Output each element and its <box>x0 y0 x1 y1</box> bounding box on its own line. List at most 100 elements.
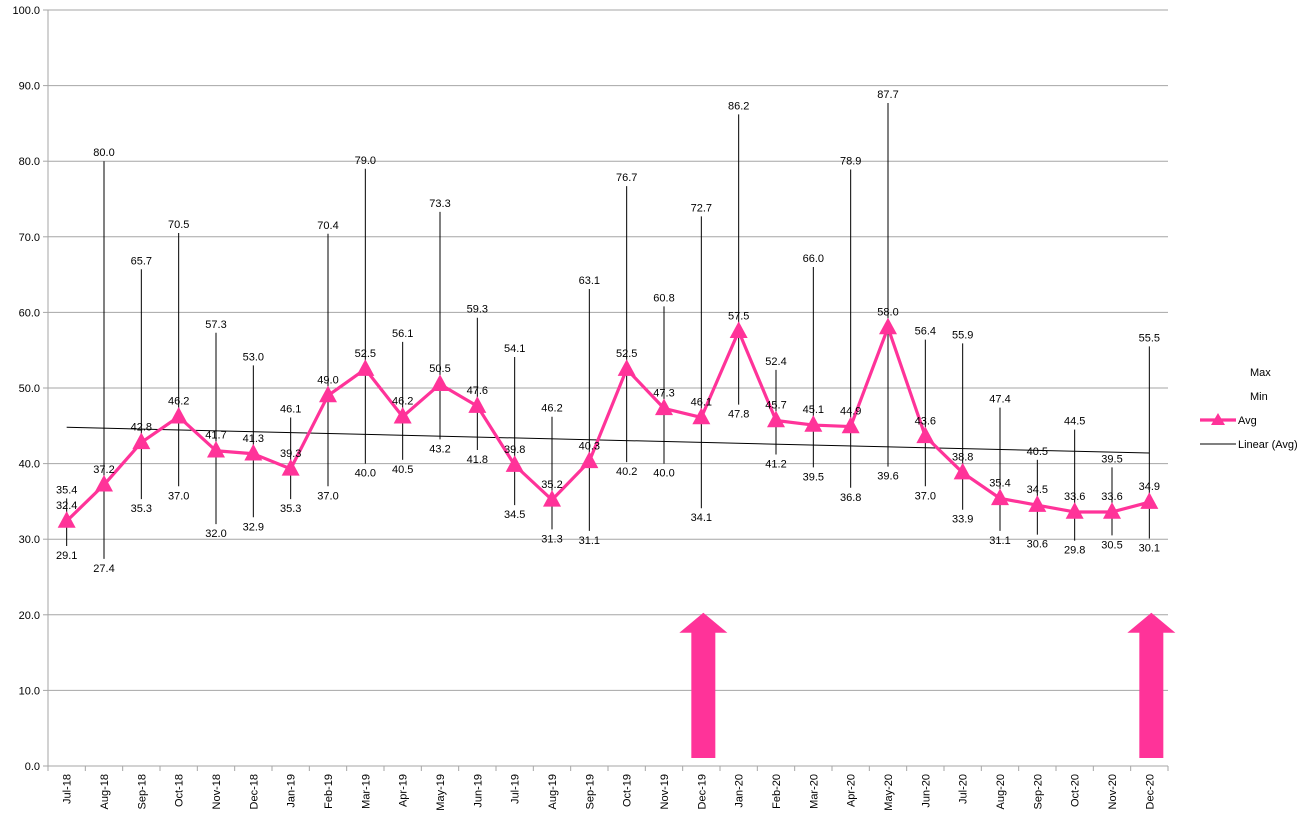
max-data-label: 87.7 <box>877 89 898 101</box>
x-tick-label: Apr-19 <box>398 774 410 807</box>
avg-point-marker <box>1140 492 1159 509</box>
x-tick-label: Mar-20 <box>808 774 820 809</box>
y-tick-label: 10.0 <box>19 685 40 697</box>
min-data-label: 40.5 <box>392 464 413 476</box>
max-data-label: 46.2 <box>541 403 562 415</box>
legend-label: Max <box>1250 367 1271 379</box>
min-data-label: 36.8 <box>840 492 861 504</box>
avg-data-label: 40.3 <box>579 440 600 452</box>
avg-data-label: 46.2 <box>168 396 189 408</box>
min-data-label: 39.6 <box>877 471 898 483</box>
avg-point-marker <box>319 385 337 403</box>
avg-data-label: 35.2 <box>541 479 562 491</box>
x-tick-label: Dec-20 <box>1144 774 1156 809</box>
min-data-label: 31.3 <box>541 533 562 545</box>
x-tick-label: Nov-20 <box>1107 774 1119 809</box>
x-tick-label: Jul-19 <box>510 774 522 804</box>
avg-point-marker <box>543 489 561 507</box>
min-data-label: 29.1 <box>56 550 77 562</box>
avg-data-label: 45.1 <box>803 404 824 416</box>
avg-point-marker <box>132 432 151 450</box>
max-data-label: 53.0 <box>243 351 264 363</box>
min-data-label: 35.3 <box>131 503 152 515</box>
max-data-label: 60.8 <box>653 292 674 304</box>
avg-point-marker <box>1028 495 1047 512</box>
avg-data-label: 47.3 <box>653 387 674 399</box>
max-data-label: 57.3 <box>205 319 226 331</box>
y-tick-label: 40.0 <box>19 459 40 471</box>
min-data-label: 29.8 <box>1064 545 1085 557</box>
min-data-label: 41.2 <box>765 459 786 471</box>
max-data-label: 86.2 <box>728 100 749 112</box>
avg-series <box>57 317 1159 528</box>
max-data-label: 54.1 <box>504 343 525 355</box>
avg-point-marker <box>1065 502 1084 519</box>
x-tick-label: Oct-20 <box>1070 774 1082 807</box>
x-tick-label: Nov-19 <box>659 774 671 809</box>
avg-data-label: 49.0 <box>317 375 338 387</box>
avg-point-marker <box>169 406 188 424</box>
max-data-label: 56.1 <box>392 328 413 340</box>
min-data-label: 47.8 <box>728 409 749 421</box>
avg-point-marker <box>468 396 487 413</box>
avg-point-marker <box>244 443 263 461</box>
avg-point-marker <box>393 406 412 424</box>
avg-point-marker <box>207 440 225 458</box>
x-tick-label: May-19 <box>435 774 447 811</box>
min-data-label: 27.4 <box>93 563 114 575</box>
max-data-label: 46.1 <box>280 403 301 415</box>
avg-data-label: 34.5 <box>1027 484 1048 496</box>
x-tick-label: Nov-18 <box>211 774 223 809</box>
max-data-label: 65.7 <box>131 255 152 267</box>
avg-line <box>65 325 1150 523</box>
min-data-label: 31.1 <box>989 535 1010 547</box>
avg-point-marker <box>95 474 113 492</box>
x-tick-label: Mar-19 <box>360 774 372 809</box>
legend-label: Min <box>1250 391 1268 403</box>
legend: Max Min Avg Linear (Avg) <box>1200 367 1298 451</box>
avg-data-label: 33.6 <box>1064 491 1085 503</box>
x-tick-label: Jun-20 <box>920 774 932 808</box>
min-data-label: 35.3 <box>280 503 301 515</box>
min-data-label: 43.2 <box>429 443 450 455</box>
avg-data-label: 46.1 <box>691 396 712 408</box>
avg-point-marker <box>580 451 599 469</box>
max-data-label: 40.5 <box>1027 446 1048 458</box>
avg-data-label: 34.9 <box>1139 481 1160 493</box>
y-tick-label: 70.0 <box>19 232 40 244</box>
max-data-label: 39.5 <box>1101 453 1122 465</box>
min-data-label: 30.1 <box>1139 542 1160 554</box>
grid-lines <box>43 9 1169 771</box>
avg-data-label: 32.4 <box>56 500 77 512</box>
avg-data-label: 37.2 <box>93 464 114 476</box>
avg-point-marker <box>953 462 972 480</box>
avg-point-marker <box>692 407 711 425</box>
y-axis-tick-labels: 0.0 10.0 20.0 30.0 40.0 50.0 60.0 70.0 80.0 90.0 1… <box>12 5 40 773</box>
min-data-label: 34.5 <box>504 509 525 521</box>
x-tick-label: Apr-20 <box>846 774 858 807</box>
x-tick-label: Jan-20 <box>734 774 746 808</box>
avg-point-marker <box>841 416 860 434</box>
min-data-label: 41.8 <box>467 454 488 466</box>
max-data-label: 44.5 <box>1064 416 1085 428</box>
avg-data-label: 41.3 <box>243 433 264 445</box>
avg-data-label: 45.7 <box>765 400 786 412</box>
max-data-label: 35.4 <box>56 484 77 496</box>
avg-point-marker <box>356 359 375 376</box>
x-axis-tick-labels: Jul-18 Aug-18 Sep-18 Oct-18 Nov-18 Dec-18 Jan-… <box>62 774 1157 811</box>
x-tick-label: Jun-19 <box>472 774 484 808</box>
y-tick-label: 60.0 <box>19 307 40 319</box>
avg-point-marker <box>281 458 300 476</box>
max-data-label: 79.0 <box>355 155 376 167</box>
legend-label: Avg <box>1238 415 1257 427</box>
avg-point-marker <box>729 321 748 339</box>
avg-point-marker <box>431 374 449 391</box>
max-data-label: 80.0 <box>93 147 114 159</box>
avg-data-label: 41.7 <box>205 430 226 442</box>
min-data-label: 37.0 <box>915 490 936 502</box>
min-data-label: 33.9 <box>952 514 973 526</box>
avg-data-label: 57.5 <box>728 310 749 322</box>
y-tick-label: 0.0 <box>25 761 40 773</box>
min-data-label: 37.0 <box>168 490 189 502</box>
